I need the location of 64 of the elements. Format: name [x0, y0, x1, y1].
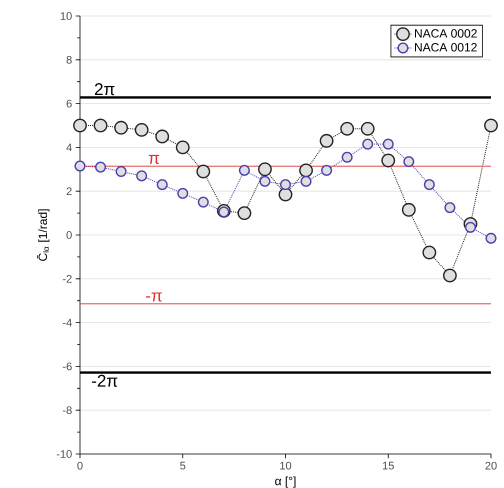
point: [198, 196, 209, 208]
y-tick-label: 10: [60, 12, 72, 20]
point: [94, 118, 108, 132]
point: [362, 138, 374, 150]
point: [218, 206, 230, 218]
y-tick-label: -2: [62, 274, 72, 283]
point: [299, 163, 313, 178]
point: [300, 176, 312, 187]
point: [360, 122, 375, 136]
point: [259, 176, 270, 187]
point: [443, 268, 457, 282]
point: [486, 232, 496, 244]
point: [155, 130, 170, 144]
ref-line-label: 2π: [94, 83, 114, 96]
x-tick-label: 0: [77, 462, 83, 470]
point: [381, 154, 396, 168]
point: [95, 162, 106, 173]
x-tick-label: 15: [382, 462, 394, 470]
point: [177, 188, 188, 199]
legend-label: NACA 0002: [414, 29, 477, 38]
y-tick-label: 2: [66, 187, 72, 196]
point: [382, 138, 394, 150]
y-tick-label: -8: [62, 406, 72, 414]
point: [258, 162, 272, 176]
y-tick-label: 8: [66, 56, 72, 64]
point: [114, 120, 128, 135]
ref-line-label: -π: [146, 292, 162, 302]
point: [403, 156, 414, 168]
point: [238, 164, 250, 176]
point: [238, 206, 252, 220]
point: [134, 122, 149, 137]
point: [424, 179, 435, 190]
point: [156, 179, 168, 190]
x-tick-label: 20: [485, 462, 497, 470]
point: [278, 188, 292, 202]
y-axis-title: C̄$_{lα}$ [1/rad]: [37, 209, 50, 261]
point: [196, 164, 210, 178]
point: [484, 118, 498, 132]
ref-line-label: -2π: [92, 374, 118, 387]
y-tick-label: 4: [66, 144, 72, 152]
ref-line-label: π: [148, 154, 160, 164]
point: [342, 152, 353, 163]
point: [402, 202, 416, 217]
point: [136, 170, 148, 182]
x-axis-title: α [°]: [275, 476, 296, 488]
point: [74, 160, 86, 172]
y-tick-label: 0: [66, 231, 72, 239]
y-tick-label: -6: [62, 362, 72, 370]
point: [116, 166, 127, 177]
x-tick-label: 5: [180, 462, 186, 470]
x-tick-label: 10: [280, 462, 292, 470]
y-tick-label: 6: [66, 100, 72, 108]
point: [444, 202, 456, 214]
point: [280, 179, 291, 190]
point: [73, 118, 87, 132]
legend-label: NACA 0012: [414, 43, 477, 52]
y-tick-label: -4: [62, 318, 72, 326]
point: [321, 164, 332, 176]
y-tick-label: -10: [56, 450, 72, 458]
point: [176, 140, 190, 154]
point: [464, 222, 476, 233]
point: [422, 246, 436, 260]
point: [340, 122, 354, 136]
point: [320, 134, 334, 148]
